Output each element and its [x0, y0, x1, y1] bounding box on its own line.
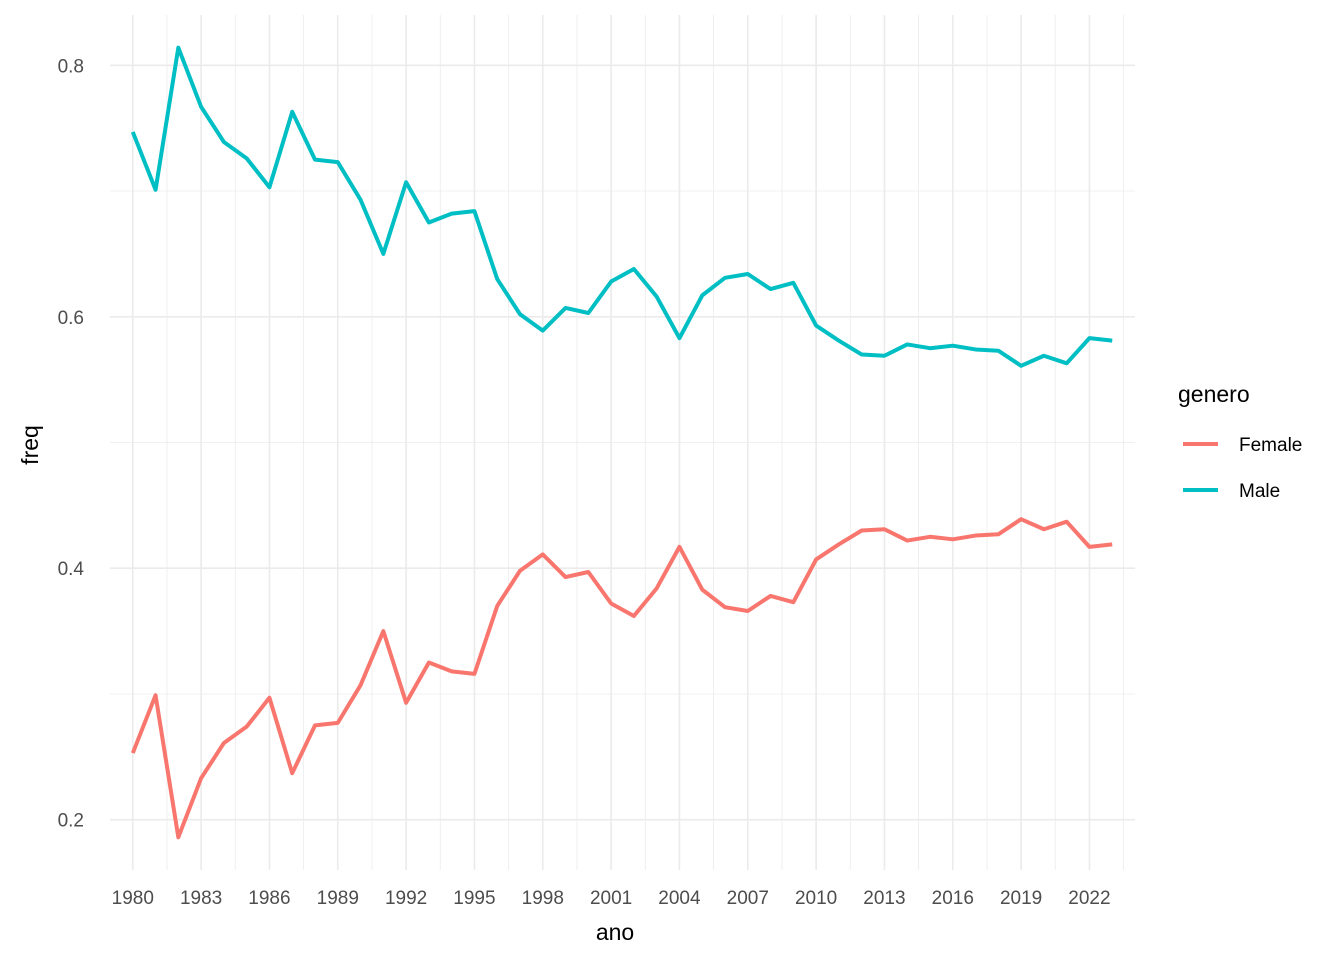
series-line-male [130, 45, 1113, 368]
x-tick-label: 2019 [1000, 888, 1042, 909]
y-axis-ticks: 0.2 0.4 0.6 0.8 [58, 56, 85, 831]
x-tick-label: 1986 [248, 888, 290, 909]
y-tick-label: 0.8 [58, 56, 84, 77]
x-tick-label: 2004 [658, 888, 701, 909]
legend-items: Female Male [1183, 435, 1302, 502]
x-tick-label: 2001 [590, 888, 632, 909]
x-tick-label: 1995 [453, 888, 495, 909]
x-tick-label: 2022 [1068, 888, 1110, 909]
x-tick-label: 1989 [317, 888, 359, 909]
legend: genero Female Male [1178, 381, 1302, 502]
y-tick-label: 0.6 [58, 308, 84, 329]
x-axis-title: ano [596, 919, 634, 945]
series-layer [130, 45, 1113, 840]
x-tick-label: 1980 [112, 888, 154, 909]
y-tick-label: 0.4 [58, 559, 85, 580]
x-tick-label: 1992 [385, 888, 427, 909]
x-tick-label: 2016 [932, 888, 974, 909]
x-tick-label: 1983 [180, 888, 222, 909]
minor-grid [110, 15, 1135, 870]
x-axis-ticks: 1980 1983 1986 1989 1992 1995 1998 2001 2004 2007… [112, 888, 1111, 909]
x-tick-label: 1998 [522, 888, 564, 909]
x-tick-label: 2010 [795, 888, 837, 909]
x-tick-label: 2007 [727, 888, 769, 909]
legend-label-female: Female [1239, 435, 1302, 456]
major-grid [110, 15, 1135, 870]
y-axis-title: freq [17, 425, 43, 465]
x-tick-label: 2013 [863, 888, 905, 909]
y-tick-label: 0.2 [58, 811, 84, 832]
series-line-female [130, 517, 1113, 840]
legend-title: genero [1178, 381, 1250, 407]
legend-label-male: Male [1239, 481, 1280, 502]
